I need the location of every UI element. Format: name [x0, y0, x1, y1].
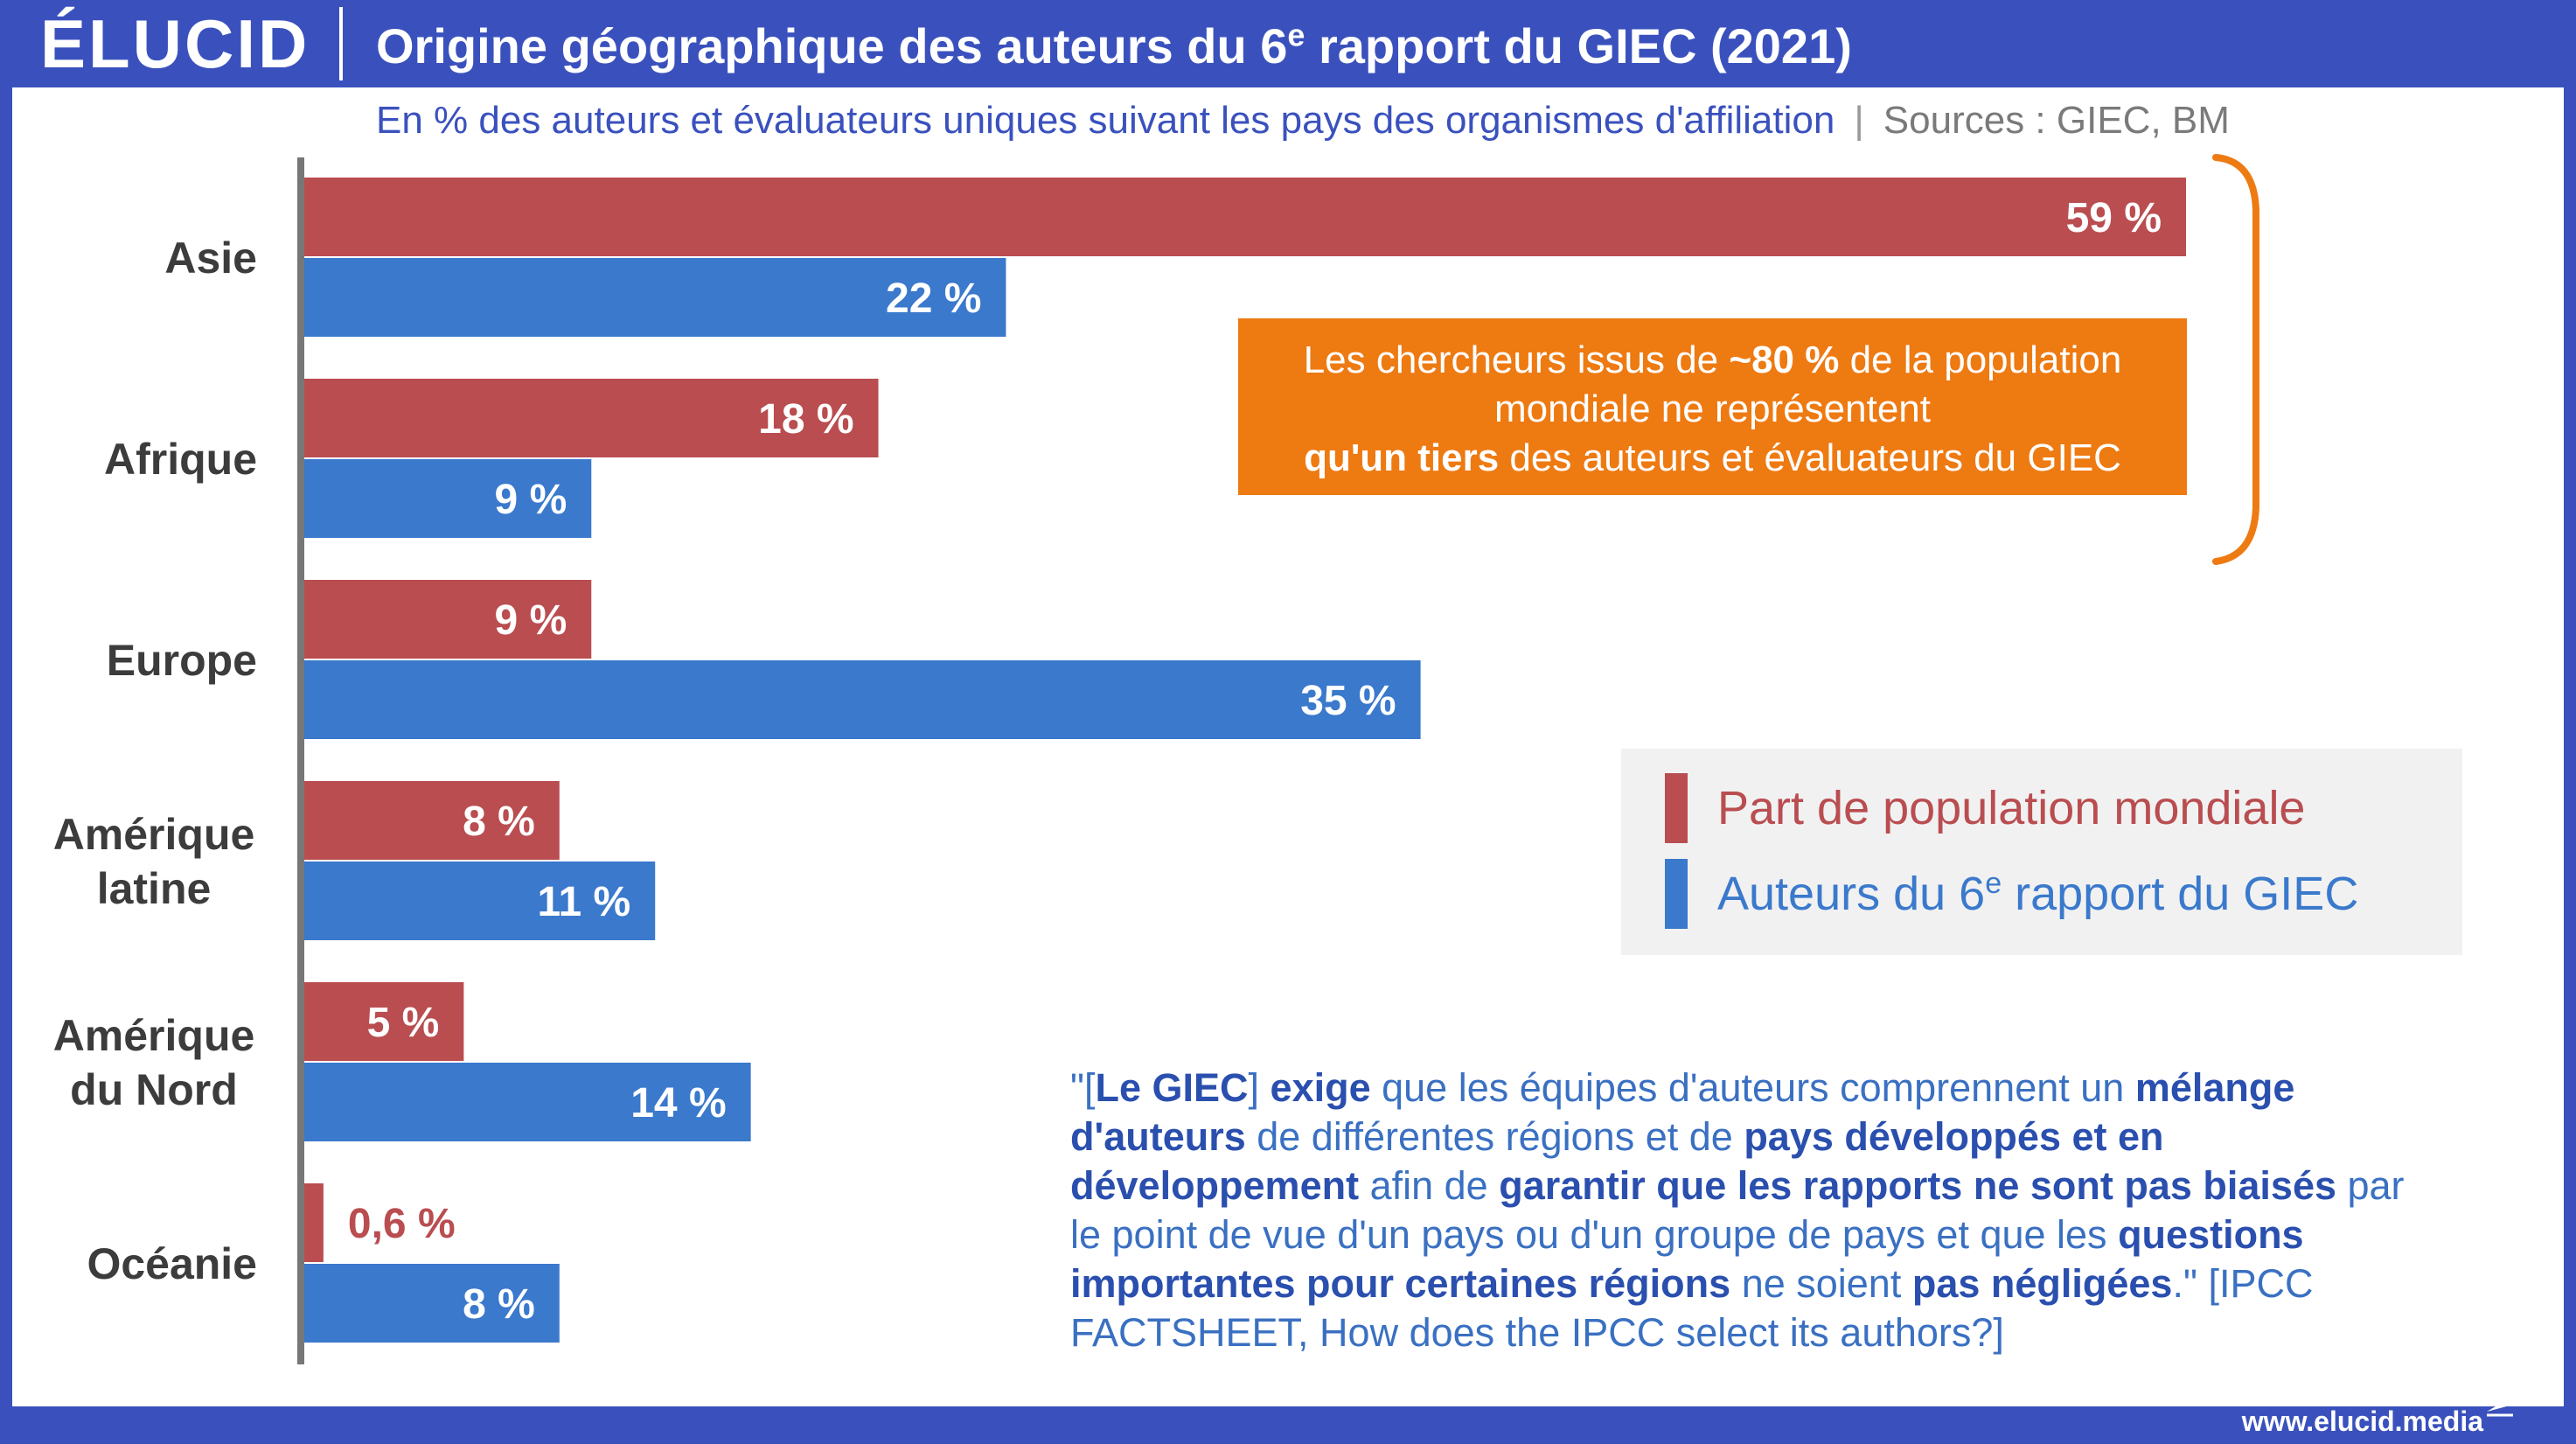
- callout-text-1c: de la population: [1839, 338, 2122, 381]
- bar-value-label: 35 %: [1300, 678, 1396, 724]
- category-label: Océanie: [87, 1239, 257, 1288]
- quote-part: de différentes régions et de: [1245, 1114, 1744, 1159]
- bar-value-label: 5 %: [367, 1000, 440, 1046]
- page-title: Origine géographique des auteurs du 6e r…: [376, 16, 1852, 77]
- legend-label-population: Part de population mondiale: [1717, 782, 2306, 834]
- callout-text-3a: qu'un tiers: [1304, 436, 1500, 479]
- bar-population: [304, 781, 560, 860]
- quote-part: ]: [1248, 1065, 1271, 1110]
- bar-value-label: 0,6 %: [348, 1201, 456, 1247]
- bar-authors: [304, 862, 656, 940]
- bar-population: [304, 982, 464, 1061]
- quote-part: afin de: [1359, 1163, 1500, 1208]
- callout-text-3b: des auteurs et évaluateurs du GIEC: [1499, 436, 2121, 479]
- bar-value-label: 11 %: [537, 879, 630, 925]
- quote-bold: pas négligées: [1911, 1261, 2173, 1306]
- elucid-mark-icon: [2487, 1396, 2513, 1417]
- bar-authors: [304, 459, 592, 538]
- category-label: Amérique du Nord: [53, 1011, 255, 1114]
- quote-bold: mélange d'auteurs: [1070, 1065, 2295, 1159]
- bar-population: [304, 580, 592, 659]
- bar-authors: [304, 258, 1006, 337]
- legend-swatch-authors: [1665, 859, 1688, 929]
- labels-layer: Asie 59 % 22 % Afrique 18 % 9 % Europe 9 % 35 % A…: [53, 195, 2162, 1328]
- quote-part: ." [IPCC FACTSHEET, How does the IPCC se…: [1070, 1261, 2314, 1355]
- legend: Part de population mondiale Auteurs du 6…: [1621, 749, 2462, 955]
- title-main: Origine géographique des auteurs du 6: [376, 18, 1288, 73]
- subtitle: En % des auteurs et évaluateurs uniques …: [376, 94, 2230, 147]
- callout-text-1a: Les chercheurs issus de: [1303, 338, 1730, 381]
- header-bar: ÉLUCID Origine géographique des auteurs …: [0, 0, 2576, 87]
- category-label: Amérique latine: [53, 810, 255, 913]
- quote-bold: exige: [1270, 1065, 1371, 1110]
- quote-part: ne soient: [1730, 1261, 1912, 1306]
- title-superscript: e: [1287, 17, 1305, 53]
- bar-value-label: 8 %: [463, 1281, 535, 1328]
- category-label: Asie: [164, 234, 257, 283]
- category-label: Afrique: [104, 435, 257, 484]
- bar-value-label: 8 %: [463, 799, 535, 845]
- bar-value-label: 9 %: [495, 477, 567, 523]
- bar-population: [304, 178, 2186, 256]
- quote-part: "[: [1070, 1065, 1096, 1110]
- bar-population: [304, 1183, 324, 1262]
- y-axis-line: [297, 157, 304, 1364]
- quote-bold: questions importantes pour certaines rég…: [1070, 1212, 2304, 1306]
- ipcc-quote: "[Le GIEC] exige que les équipes d'auteu…: [1070, 1064, 2434, 1357]
- legend-swatch-population: [1665, 773, 1688, 843]
- subtitle-text: En % des auteurs et évaluateurs uniques …: [376, 99, 1835, 142]
- quote-bold: Le GIEC: [1095, 1065, 1249, 1110]
- callout-bracket: [2212, 154, 2259, 565]
- footer-url[interactable]: www.elucid.media: [2241, 1406, 2483, 1437]
- callout-box: Les chercheurs issus de ~80 % de la popu…: [1238, 318, 2187, 495]
- subtitle-separator: |: [1854, 99, 1864, 142]
- category-label: Europe: [107, 636, 257, 685]
- callout-line-2: mondiale ne représentent: [1494, 387, 1931, 430]
- logo-divider: [339, 7, 343, 80]
- quote-bold: garantir que les rapports ne sont pas bi…: [1499, 1163, 2336, 1208]
- bar-value-label: 9 %: [495, 597, 567, 644]
- bar-value-label: 59 %: [2066, 195, 2162, 241]
- callout-line-3: qu'un tiers des auteurs et évaluateurs d…: [1238, 434, 2187, 483]
- bar-authors: [304, 660, 1421, 739]
- quote-part: que les équipes d'auteurs comprennent un: [1370, 1065, 2135, 1110]
- bar-value-label: 18 %: [758, 396, 853, 443]
- legend-authors-sup: e: [1985, 867, 2002, 900]
- bar-authors: [304, 1264, 560, 1343]
- bar-authors: [304, 1063, 751, 1141]
- quote-part: par le point de vue d'un pays ou d'un gr…: [1070, 1163, 2405, 1257]
- legend-label-authors: Auteurs du 6e rapport du GIEC: [1717, 859, 2358, 929]
- legend-authors-text-b: rapport du GIEC: [2002, 868, 2359, 920]
- callout-line-1: Les chercheurs issus de ~80 % de la popu…: [1238, 336, 2187, 385]
- quote-bold: pays développés et en développement: [1070, 1114, 2164, 1208]
- elucid-logo: ÉLUCID: [40, 5, 310, 82]
- subtitle-sources: Sources : GIEC, BM: [1883, 99, 2230, 142]
- title-end: rapport du GIEC (2021): [1305, 18, 1852, 73]
- legend-authors-text-a: Auteurs du 6: [1717, 868, 1986, 920]
- callout-text-1b: ~80 %: [1729, 338, 1840, 381]
- bar-population: [304, 379, 879, 457]
- bar-value-label: 14 %: [630, 1080, 726, 1127]
- bars-layer: [304, 178, 2186, 1343]
- bar-value-label: 22 %: [886, 276, 981, 322]
